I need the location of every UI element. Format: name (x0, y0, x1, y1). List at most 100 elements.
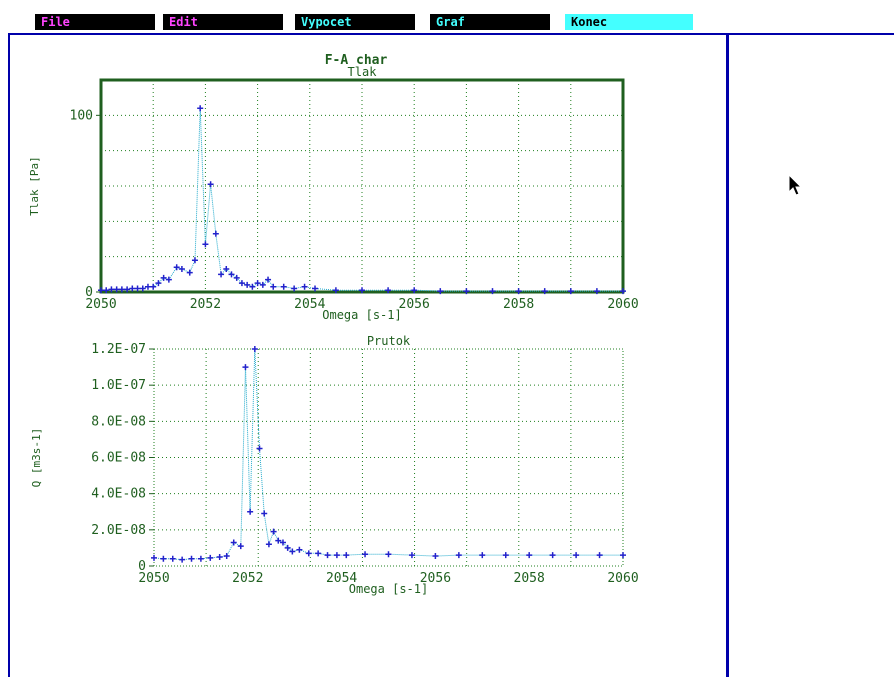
mouse-pointer-icon (788, 174, 803, 196)
data-point (150, 283, 157, 290)
data-point (144, 283, 151, 290)
data-point (289, 548, 296, 555)
menu-file[interactable]: File (35, 14, 155, 30)
data-point (230, 539, 237, 546)
charts-canvas: F-A char Tlak 2050 2052 2054 2056 2058 2060 0 10… (28, 53, 639, 596)
y-tick-label: 0 (138, 559, 146, 574)
x-tick-label: 2052 (190, 297, 221, 312)
data-point (179, 556, 186, 563)
data-point (502, 552, 509, 559)
menu-vypocet[interactable]: Vypocet (295, 14, 415, 30)
data-point (191, 257, 198, 264)
data-point (238, 280, 245, 287)
data-point (129, 285, 136, 292)
data-point (202, 241, 209, 248)
data-point (169, 555, 176, 562)
x-axis-label: Omega [s-1] (322, 308, 401, 322)
data-point (279, 539, 286, 546)
data-point (259, 281, 266, 288)
y-axis-label: Q [m3s-1] (30, 428, 43, 488)
y-tick-label: 1.0E-07 (91, 378, 146, 393)
data-point (359, 287, 365, 294)
panel-divider (726, 33, 729, 677)
data-point (463, 288, 470, 295)
data-point (437, 288, 444, 295)
data-point (151, 554, 157, 561)
data-point (118, 286, 125, 293)
data-point (197, 555, 204, 562)
data-point (261, 510, 268, 517)
menu-edit[interactable]: Edit (163, 14, 283, 30)
data-point (98, 287, 104, 294)
data-point (186, 269, 193, 276)
data-point (265, 276, 272, 283)
chart-prutok: Prutok 2050 2052 2054 2056 2058 2060 0 2.0E-08 4.… (30, 334, 639, 596)
data-point (332, 287, 339, 294)
y-tick-label: 100 (70, 108, 93, 123)
data-point (188, 555, 195, 562)
data-point (284, 544, 291, 551)
data-point (249, 283, 256, 290)
data-point (385, 287, 392, 294)
y-axis-label: Tlak [Pa] (28, 156, 41, 216)
x-tick-label: 2054 (294, 297, 325, 312)
data-point (324, 552, 331, 559)
data-point (432, 553, 439, 560)
plot-frame (153, 348, 624, 567)
data-point (212, 230, 219, 237)
data-point (270, 528, 277, 535)
data-point (620, 552, 626, 559)
data-point (455, 552, 462, 559)
data-point (228, 271, 235, 278)
data-point (108, 286, 115, 293)
data-point (515, 288, 522, 295)
data-point (207, 181, 214, 188)
data-point (573, 552, 580, 559)
data-point (489, 288, 496, 295)
x-axis-label: Omega [s-1] (349, 582, 428, 596)
chart-title: Prutok (367, 334, 411, 348)
x-tick-label: 2058 (503, 297, 534, 312)
data-point (620, 288, 626, 295)
graph-window-frame (8, 33, 894, 677)
x-tick-label: 2056 (399, 297, 430, 312)
x-tick-label: 2056 (420, 571, 451, 586)
y-tick-label: 6.0E-08 (91, 451, 146, 466)
data-point (134, 285, 141, 292)
series-line (153, 348, 623, 561)
data-point (362, 551, 369, 558)
chart-tlak: Tlak 2050 2052 2054 2056 2058 2060 0 100 Omega [s… (28, 65, 639, 322)
data-point (139, 285, 146, 292)
data-point (218, 271, 225, 278)
data-point (254, 280, 261, 287)
data-point (296, 546, 303, 553)
data-point (242, 364, 249, 371)
series-line (101, 108, 623, 292)
data-point (315, 550, 322, 557)
menu-bar: File Edit Vypocet Graf Konec (0, 0, 894, 33)
data-point (275, 537, 282, 544)
menu-graf[interactable]: Graf (430, 14, 550, 30)
y-tick-label: 1.2E-07 (91, 342, 146, 357)
data-point (411, 287, 418, 294)
data-point (113, 286, 120, 293)
data-point (312, 285, 319, 292)
data-point (256, 445, 263, 452)
data-point (155, 280, 162, 287)
data-point (549, 552, 556, 559)
data-point (305, 550, 312, 557)
data-point (265, 541, 272, 548)
data-point (596, 552, 603, 559)
y-tick-label: 2.0E-08 (91, 523, 146, 538)
data-point (207, 554, 214, 561)
data-point (247, 508, 254, 515)
data-point (385, 551, 392, 558)
x-tick-label: 2060 (607, 571, 638, 586)
x-tick-label: 2050 (85, 297, 116, 312)
y-tick-label: 4.0E-08 (91, 487, 146, 502)
data-point (244, 281, 251, 288)
x-tick-label: 2054 (326, 571, 357, 586)
data-point (173, 264, 180, 271)
data-point (178, 266, 185, 273)
menu-konec[interactable]: Konec (565, 14, 693, 30)
